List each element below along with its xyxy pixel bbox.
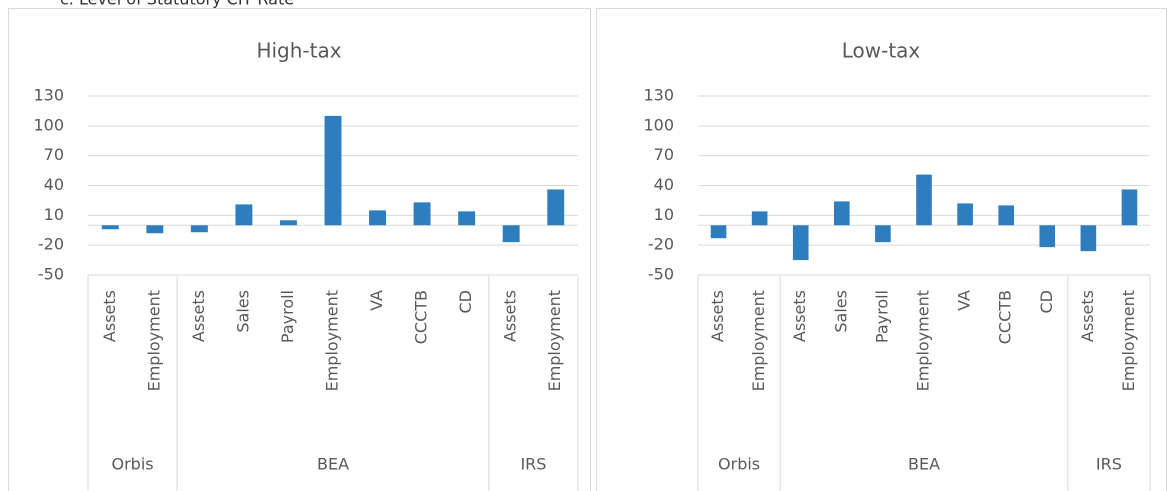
x-tick-label: CCCTB bbox=[412, 290, 431, 344]
chart-frame bbox=[8, 8, 591, 491]
group-label: IRS bbox=[1096, 455, 1122, 474]
y-tick-label: 40 bbox=[654, 175, 674, 194]
bar bbox=[279, 220, 297, 226]
x-tick-label: Employment bbox=[749, 290, 768, 391]
x-tick-label: Employment bbox=[545, 290, 564, 391]
bar bbox=[235, 204, 253, 226]
x-tick-label: CD bbox=[456, 290, 475, 314]
y-tick-label: -50 bbox=[38, 265, 64, 284]
bar bbox=[190, 225, 208, 233]
x-tick-label: Payroll bbox=[872, 290, 891, 343]
bar bbox=[1080, 225, 1097, 252]
bar bbox=[324, 115, 342, 226]
group-label: BEA bbox=[908, 455, 940, 474]
bar bbox=[1121, 189, 1138, 226]
bar bbox=[1039, 225, 1056, 248]
x-tick-label: VA bbox=[367, 290, 386, 311]
y-tick-label: 70 bbox=[44, 145, 64, 164]
x-tick-label: Assets bbox=[790, 290, 809, 342]
group-label: Orbis bbox=[718, 455, 760, 474]
bar bbox=[369, 210, 387, 226]
y-tick-label: -20 bbox=[648, 235, 674, 254]
x-tick-label: Assets bbox=[708, 290, 727, 342]
x-tick-label: Employment bbox=[1119, 290, 1138, 391]
bar bbox=[875, 225, 891, 243]
bar bbox=[834, 201, 850, 226]
y-tick-label: -50 bbox=[648, 265, 674, 284]
x-tick-label: Employment bbox=[323, 290, 342, 391]
y-tick-label: 100 bbox=[33, 115, 64, 134]
y-tick-label: 40 bbox=[44, 175, 64, 194]
chart-frame bbox=[596, 8, 1167, 491]
x-tick-label: Sales bbox=[831, 290, 850, 333]
bar bbox=[458, 211, 476, 226]
bar bbox=[998, 205, 1014, 226]
bar bbox=[502, 225, 520, 243]
x-tick-label: Assets bbox=[100, 290, 119, 342]
bar bbox=[146, 225, 164, 234]
bar bbox=[792, 225, 809, 261]
chart-title: Low-tax bbox=[842, 39, 921, 63]
y-tick-label: 130 bbox=[643, 86, 674, 105]
group-label: Orbis bbox=[111, 455, 153, 474]
x-tick-label: VA bbox=[955, 290, 974, 311]
x-tick-label: CCCTB bbox=[996, 290, 1015, 344]
group-label: BEA bbox=[317, 455, 349, 474]
y-tick-label: 10 bbox=[44, 205, 64, 224]
bar bbox=[957, 203, 973, 226]
y-tick-label: -20 bbox=[38, 235, 64, 254]
bar bbox=[710, 225, 727, 239]
x-tick-label: Sales bbox=[233, 290, 252, 333]
y-tick-label: 70 bbox=[654, 145, 674, 164]
bar bbox=[916, 174, 932, 226]
bar bbox=[751, 211, 768, 226]
y-tick-label: 130 bbox=[33, 86, 64, 105]
x-tick-label: Employment bbox=[914, 290, 933, 391]
x-tick-label: Employment bbox=[144, 290, 163, 391]
x-tick-label: Assets bbox=[1078, 290, 1097, 342]
x-tick-label: CD bbox=[1037, 290, 1056, 314]
y-tick-label: 100 bbox=[643, 115, 674, 134]
chart-title: High-tax bbox=[256, 39, 341, 63]
x-tick-label: Assets bbox=[189, 290, 208, 342]
y-tick-label: 10 bbox=[654, 205, 674, 224]
bar bbox=[547, 189, 565, 226]
bar bbox=[413, 202, 431, 226]
group-label: IRS bbox=[520, 455, 546, 474]
header-title: c. Level of Statutory CIT Rate bbox=[60, 0, 294, 9]
bar bbox=[101, 225, 119, 230]
x-tick-label: Assets bbox=[501, 290, 520, 342]
x-tick-label: Payroll bbox=[278, 290, 297, 343]
